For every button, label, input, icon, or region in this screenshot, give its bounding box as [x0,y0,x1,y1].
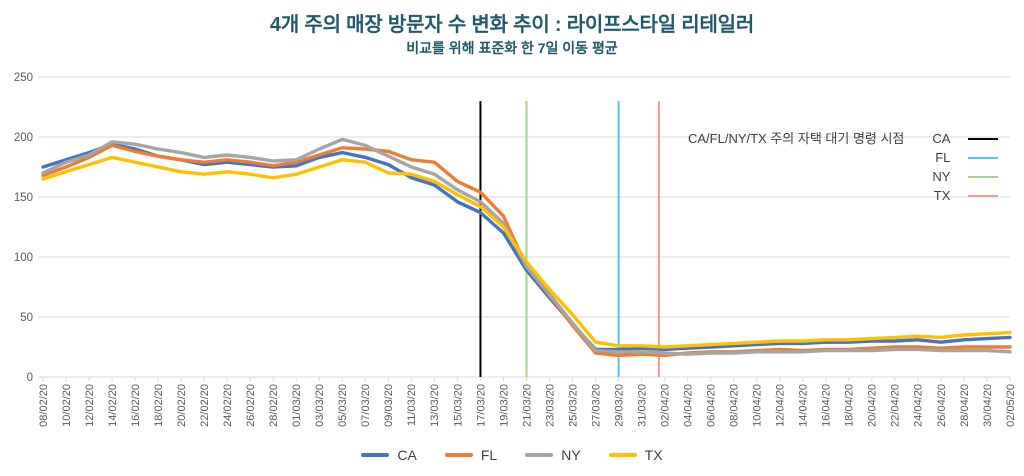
event-legend-label-TX: TX [933,188,951,203]
x-tick-label: 18/04/20 [844,384,856,427]
x-tick-label: 21/03/20 [521,384,533,427]
x-tick-label: 18/02/20 [153,384,165,427]
x-tick-label: 24/04/20 [913,384,925,427]
event-legend: CA/FL/NY/TX 주의 자택 대기 명령 시점 CA FL NY TX [688,129,1000,205]
series-legend-label-FL: FL [480,447,498,463]
x-tick-label: 16/02/20 [130,384,142,427]
x-tick-label: 02/04/20 [659,384,671,427]
series-legend-swatch-NY [525,453,554,457]
x-tick-label: 23/03/20 [544,384,556,427]
series-line-NY [41,137,1012,356]
x-tick-label: 03/03/20 [314,384,326,427]
gridlines [38,76,1010,378]
x-tick-label: 13/03/20 [429,384,441,427]
x-tick-label: 02/05/20 [1005,384,1017,427]
y-tick-label: 200 [14,132,33,144]
x-tick-label: 01/03/20 [291,384,303,427]
event-legend-label-FL: FL [935,150,951,165]
y-tick-label: 100 [14,252,33,264]
x-tick-label: 28/02/20 [268,384,280,427]
x-tick-label: 14/04/20 [798,384,810,427]
y-tick-label: 0 [27,372,33,384]
x-tick-label: 17/03/20 [475,384,487,427]
x-tick-label: 12/02/20 [84,384,96,427]
x-tick-label: 15/03/20 [452,384,464,427]
series-lines [41,137,1012,358]
x-axis-labels: 08/02/20 10/02/20 12/02/20 14/02/20 16/02/20… [38,384,1017,427]
series-legend-swatch-CA [361,453,390,457]
y-axis-labels: 0 50 100 150 200 250 [14,72,33,384]
series-legend-swatch-FL [444,453,473,457]
series-legend-item-TX: TX [608,447,663,463]
x-tick-label: 22/02/20 [199,384,211,427]
event-legend-swatch-FL [954,156,1000,159]
event-legend-title: CA/FL/NY/TX 주의 자택 대기 명령 시점 [688,131,905,146]
x-tick-label: 25/03/20 [567,384,579,427]
series-legend-item-FL: FL [444,447,498,463]
x-tick-label: 10/02/20 [61,384,73,427]
x-tick-label: 05/03/20 [337,384,349,427]
series-line-CA [41,142,1012,352]
event-lines [479,101,660,377]
x-tick-label: 19/03/20 [498,384,510,427]
y-tick-label: 250 [14,72,33,84]
x-tick-label: 11/03/20 [406,384,418,426]
x-tick-label: 07/03/20 [360,384,372,427]
x-tick-label: 08/04/20 [729,384,741,427]
y-tick-label: 50 [20,312,33,324]
x-tick-label: 12/04/20 [775,384,787,427]
x-tick-label: 20/02/20 [176,384,188,427]
x-tick-label: 29/03/20 [613,384,625,427]
series-line-TX [41,155,1012,349]
x-tick-label: 16/04/20 [821,384,833,427]
series-legend-label-CA: CA [397,447,417,463]
event-legend-label-CA: CA [932,131,951,146]
x-axis-ticks [42,377,1011,381]
x-tick-label: 26/04/20 [936,384,948,427]
series-legend-label-NY: NY [561,447,581,463]
series-legend-swatch-TX [608,453,637,457]
x-tick-label: 04/04/20 [683,384,695,427]
x-tick-label: 28/04/20 [959,384,971,427]
x-tick-label: 20/04/20 [867,384,879,427]
x-tick-label: 09/03/20 [383,384,395,427]
chart-title: 4개 주의 매장 방문자 수 변화 추이 : 라이프스타일 리테일러 [269,14,755,36]
y-tick-label: 150 [14,192,33,204]
event-legend-swatch-TX [954,194,1000,197]
x-tick-label: 26/02/20 [245,384,257,427]
x-tick-label: 14/02/20 [107,384,119,427]
x-tick-label: 30/04/20 [982,384,994,427]
x-tick-label: 27/03/20 [590,384,602,427]
event-legend-swatch-CA [954,137,1000,140]
series-legend: CA FL NY TX [0,447,1024,463]
series-legend-item-NY: NY [525,447,581,463]
series-legend-item-CA: CA [361,447,417,463]
series-legend-label-TX: TX [644,447,663,463]
event-legend-swatch-NY [954,175,1000,178]
x-tick-label: 08/02/20 [38,384,50,427]
chart-subtitle: 비교를 위해 표준화 한 7일 이동 평균 [406,40,618,56]
x-tick-label: 22/04/20 [890,384,902,427]
x-tick-label: 06/04/20 [706,384,718,427]
event-legend-label-NY: NY [932,169,951,184]
x-tick-label: 31/03/20 [636,384,648,427]
x-tick-label: 24/02/20 [222,384,234,427]
x-tick-label: 10/04/20 [752,384,764,427]
